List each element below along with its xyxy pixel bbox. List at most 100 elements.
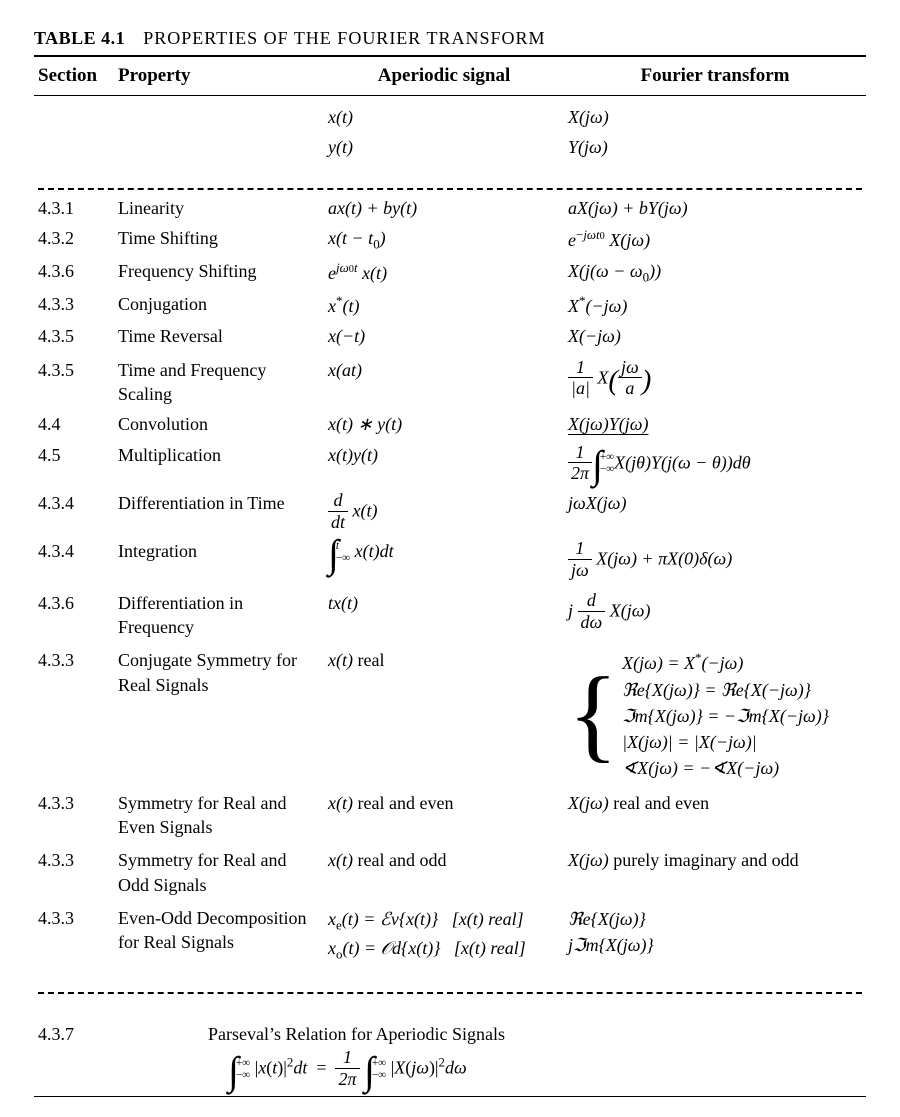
cell-transform: X(jω)Y(jω) [564, 409, 866, 439]
cell-property: Time Shifting [114, 223, 324, 256]
dashed-separator [38, 188, 862, 190]
cell-section: 4.3.4 [34, 488, 114, 536]
cell-property: Frequency Shifting [114, 256, 324, 289]
cell-section: 4.3.3 [34, 642, 114, 784]
table-row: 4.4Convolutionx(t) ∗ y(t)X(jω)Y(jω) [34, 409, 866, 439]
cell-property: Time Reversal [114, 321, 324, 351]
parseval-equation: ∫+∞−∞ |x(t)|2dt = 12π ∫+∞−∞ |X(jω)|2dω [208, 1048, 862, 1090]
cell-transform: e−jωt0 X(jω) [564, 223, 866, 256]
cell-section: 4.3.6 [34, 585, 114, 643]
cell-section: 4.3.3 [34, 842, 114, 900]
table-row: 4.3.3Conjugationx*(t)X*(−jω) [34, 289, 866, 321]
table-row: 4.3.5Time Reversalx(−t)X(−jω) [34, 321, 866, 351]
cell-property: Convolution [114, 409, 324, 439]
definition-row: x(t) X(jω) [34, 102, 866, 132]
cell-property: Symmetry for Real and Odd Signals [114, 842, 324, 900]
table-row: 4.3.6Differentiation in Frequencytx(t)j … [34, 585, 866, 643]
cell-section: 4.3.3 [34, 289, 114, 321]
table-row: 4.3.4Differentiation in Timeddt x(t)jωX(… [34, 488, 866, 536]
cell-transform: jωX(jω) [564, 488, 866, 536]
cell-property: Differentiation in Time [114, 488, 324, 536]
rule-top [34, 55, 866, 57]
cell-transform: aX(jω) + bY(jω) [564, 193, 866, 223]
cell-signal: ∫t−∞ x(t)dt [324, 536, 564, 584]
cell-property: Time and Frequency Scaling [114, 352, 324, 410]
rule-under-header [34, 95, 866, 96]
table-row: 4.3.4Integration∫t−∞ x(t)dt1jω X(jω) + π… [34, 536, 866, 584]
cell-transform: X(j(ω − ω0)) [564, 256, 866, 289]
table-row: 4.3.3Conjugate Symmetry for Real Signals… [34, 642, 866, 784]
col-section: Section [34, 59, 114, 95]
cell-transform: 12π∫+∞−∞X(jθ)Y(j(ω − θ))dθ [564, 440, 866, 488]
table-row: 4.3.1Linearityax(t) + by(t)aX(jω) + bY(j… [34, 193, 866, 223]
cell-transform: X(jω) purely imaginary and odd [564, 842, 866, 900]
def-signal-2: y(t) [324, 132, 564, 162]
cell-property: Symmetry for Real and Even Signals [114, 785, 324, 843]
table-title: TABLE 4.1 PROPERTIES OF THE FOURIER TRAN… [34, 28, 866, 49]
col-property: Property [114, 59, 324, 95]
cell-transform: {X(jω) = X*(−jω)ℜe{X(jω)} = ℜe{X(−jω)}ℑm… [564, 642, 866, 784]
cell-section: 4.3.1 [34, 193, 114, 223]
cell-section: 4.3.5 [34, 352, 114, 410]
cell-property: Conjugation [114, 289, 324, 321]
cell-signal: ddt x(t) [324, 488, 564, 536]
cell-section: 4.3.4 [34, 536, 114, 584]
cell-transform: 1jω X(jω) + πX(0)δ(ω) [564, 536, 866, 584]
table-row: 4.3.5Time and Frequency Scalingx(at)1|a|… [34, 352, 866, 410]
table-row: 4.5Multiplicationx(t)y(t)12π∫+∞−∞X(jθ)Y(… [34, 440, 866, 488]
cell-signal: tx(t) [324, 585, 564, 643]
table-label: TABLE 4.1 [34, 28, 125, 49]
rule-bottom [34, 1096, 866, 1097]
table-row: 4.3.2Time Shiftingx(t − t0)e−jωt0 X(jω) [34, 223, 866, 256]
cell-signal: x(t) real [324, 642, 564, 784]
table-row: 4.3.6Frequency Shiftingejω0t x(t)X(j(ω −… [34, 256, 866, 289]
table-row: 4.3.3Even-Odd Decomposition for Real Sig… [34, 900, 866, 967]
cell-transform: 1|a| X(jωa) [564, 352, 866, 410]
cell-transform: ℜe{X(jω)}jℑm{X(jω)} [564, 900, 866, 967]
cell-signal: x(t) real and even [324, 785, 564, 843]
cell-section: 4.3.6 [34, 256, 114, 289]
cell-section: 4.3.7 [34, 1019, 114, 1094]
cell-signal: ax(t) + by(t) [324, 193, 564, 223]
cell-signal: x(t − t0) [324, 223, 564, 256]
table-row: 4.3.3Symmetry for Real and Even Signalsx… [34, 785, 866, 843]
dashed-separator [38, 992, 862, 994]
table-row: 4.3.3Symmetry for Real and Odd Signalsx(… [34, 842, 866, 900]
cell-signal: x(t) ∗ y(t) [324, 409, 564, 439]
cell-signal: ejω0t x(t) [324, 256, 564, 289]
parseval-row: 4.3.7 Parseval’s Relation for Aperiodic S… [34, 1019, 866, 1094]
cell-signal: x*(t) [324, 289, 564, 321]
cell-section: 4.3.2 [34, 223, 114, 256]
cell-signal: x(at) [324, 352, 564, 410]
cell-property: Even-Odd Decomposition for Real Signals [114, 900, 324, 967]
cell-section: 4.4 [34, 409, 114, 439]
cell-transform: X(jω) real and even [564, 785, 866, 843]
parseval-cell: Parseval’s Relation for Aperiodic Signal… [114, 1019, 866, 1094]
parseval-title: Parseval’s Relation for Aperiodic Signal… [208, 1022, 862, 1048]
cell-transform: X(−jω) [564, 321, 866, 351]
def-transform-1: X(jω) [564, 102, 866, 132]
cell-signal: x(t) real and odd [324, 842, 564, 900]
cell-section: 4.5 [34, 440, 114, 488]
cell-property: Linearity [114, 193, 324, 223]
cell-section: 4.3.3 [34, 900, 114, 967]
cell-signal: x(−t) [324, 321, 564, 351]
cell-section: 4.3.3 [34, 785, 114, 843]
fourier-properties-table: Section Property Aperiodic signal Fourie… [34, 59, 866, 1094]
cell-property: Multiplication [114, 440, 324, 488]
cell-property: Integration [114, 536, 324, 584]
definition-row: y(t) Y(jω) [34, 132, 866, 162]
table-caption: PROPERTIES OF THE FOURIER TRANSFORM [143, 28, 545, 49]
cell-signal: xe(t) = ℰv{x(t)} [x(t) real]xo(t) = 𝒪d{x… [324, 900, 564, 967]
col-transform: Fourier transform [564, 59, 866, 95]
cell-section: 4.3.5 [34, 321, 114, 351]
cell-signal: x(t)y(t) [324, 440, 564, 488]
table-header-row: Section Property Aperiodic signal Fourie… [34, 59, 866, 95]
cell-transform: X*(−jω) [564, 289, 866, 321]
cell-transform: j ddω X(jω) [564, 585, 866, 643]
cell-property: Conjugate Symmetry for Real Signals [114, 642, 324, 784]
def-signal-1: x(t) [324, 102, 564, 132]
def-transform-2: Y(jω) [564, 132, 866, 162]
cell-property: Differentiation in Frequency [114, 585, 324, 643]
col-signal: Aperiodic signal [324, 59, 564, 95]
